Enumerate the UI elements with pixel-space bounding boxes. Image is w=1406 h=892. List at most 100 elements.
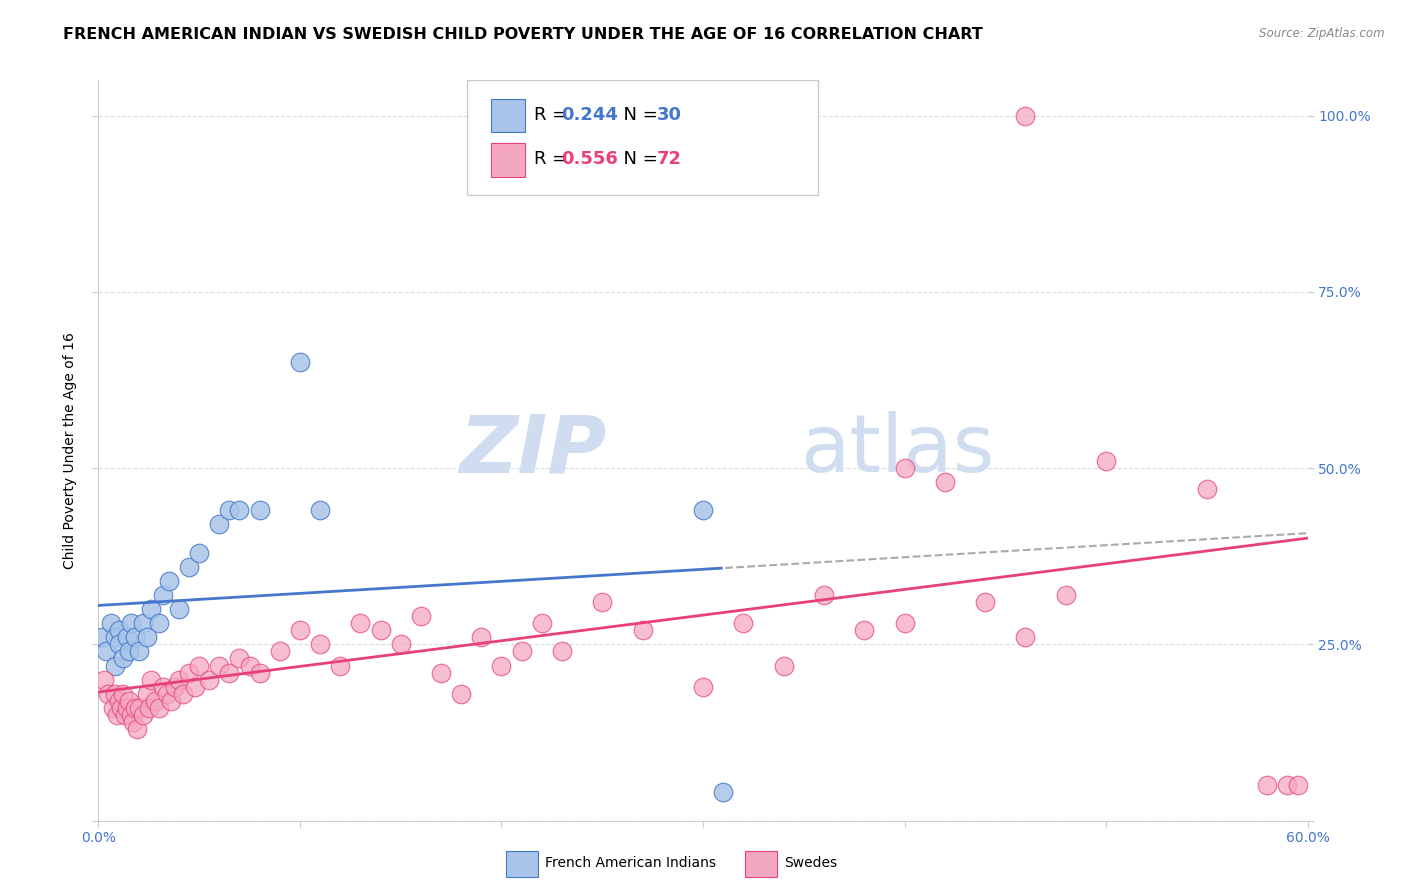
Point (772, 658, 794, 673)
Point (103, 687, 125, 701)
Point (198, 673, 221, 687)
Point (1256, 778, 1278, 792)
Point (124, 701, 146, 715)
Point (188, 546, 211, 560)
Point (218, 665, 240, 680)
Point (711, 785, 734, 799)
Point (329, 658, 352, 673)
Point (1014, 630, 1036, 644)
Point (772, 109, 794, 123)
Point (124, 630, 146, 644)
Point (157, 574, 180, 588)
Point (156, 687, 179, 701)
Point (239, 658, 262, 673)
Point (132, 616, 155, 631)
Text: 72: 72 (657, 151, 682, 169)
Text: Source: ZipAtlas.com: Source: ZipAtlas.com (1260, 27, 1385, 40)
Point (111, 687, 134, 701)
Point (228, 503, 250, 517)
Point (118, 694, 141, 708)
Y-axis label: Child Poverty Under the Age of 16: Child Poverty Under the Age of 16 (63, 332, 77, 569)
Point (1286, 778, 1309, 792)
Point (491, 658, 513, 673)
Point (409, 609, 432, 624)
Point (733, 616, 755, 631)
Point (974, 595, 997, 609)
Point (148, 701, 170, 715)
Bar (492, 99, 526, 132)
Point (893, 461, 915, 475)
Point (91, 630, 114, 644)
Point (349, 616, 371, 631)
Point (309, 503, 332, 517)
Point (107, 694, 129, 708)
Point (105, 707, 128, 722)
Point (188, 658, 211, 673)
Point (591, 595, 613, 609)
FancyBboxPatch shape (745, 851, 778, 877)
Point (96, 644, 118, 658)
Text: 0.556: 0.556 (561, 151, 619, 169)
Point (269, 644, 291, 658)
Point (152, 588, 174, 602)
Text: ZIP: ZIP (458, 411, 606, 490)
Point (510, 644, 533, 658)
Point (103, 630, 125, 644)
Point (114, 707, 136, 722)
Point (103, 658, 125, 673)
Point (692, 503, 714, 517)
Point (370, 624, 392, 638)
Point (893, 616, 915, 631)
Point (132, 707, 155, 722)
Point (1095, 454, 1118, 468)
Text: R =: R = (534, 106, 572, 124)
Point (1277, 778, 1299, 792)
Point (172, 687, 194, 701)
Point (1195, 482, 1218, 496)
Point (450, 687, 472, 701)
Point (288, 624, 311, 638)
Point (139, 673, 162, 687)
Point (138, 701, 160, 715)
Point (121, 714, 143, 729)
Point (107, 637, 129, 651)
FancyBboxPatch shape (467, 80, 818, 195)
Text: Swedes: Swedes (785, 856, 837, 870)
Point (470, 630, 492, 644)
Point (167, 602, 190, 616)
Point (1054, 588, 1077, 602)
Point (249, 503, 271, 517)
Text: French American Indians: French American Indians (546, 856, 716, 870)
Text: N =: N = (613, 106, 664, 124)
Point (218, 503, 240, 517)
Point (148, 616, 170, 631)
Point (128, 701, 150, 715)
Point (288, 355, 311, 369)
Point (430, 665, 453, 680)
Bar (492, 144, 526, 177)
Point (120, 616, 142, 631)
Point (1014, 109, 1036, 123)
Point (228, 651, 250, 665)
Point (208, 658, 231, 673)
Point (110, 701, 132, 715)
Text: R =: R = (534, 151, 572, 169)
Point (163, 680, 186, 694)
Point (93, 673, 115, 687)
Point (160, 694, 183, 708)
FancyBboxPatch shape (506, 851, 538, 877)
Point (179, 559, 201, 574)
Point (692, 680, 714, 694)
Point (389, 637, 412, 651)
Text: FRENCH AMERICAN INDIAN VS SWEDISH CHILD POVERTY UNDER THE AGE OF 16 CORRELATION : FRENCH AMERICAN INDIAN VS SWEDISH CHILD … (63, 27, 983, 42)
Point (813, 588, 835, 602)
Point (125, 722, 148, 736)
Text: atlas: atlas (800, 411, 994, 490)
Point (179, 665, 201, 680)
Text: 30: 30 (657, 106, 682, 124)
Point (128, 644, 150, 658)
Point (135, 630, 157, 644)
Point (101, 701, 124, 715)
Point (107, 624, 129, 638)
Point (249, 665, 271, 680)
